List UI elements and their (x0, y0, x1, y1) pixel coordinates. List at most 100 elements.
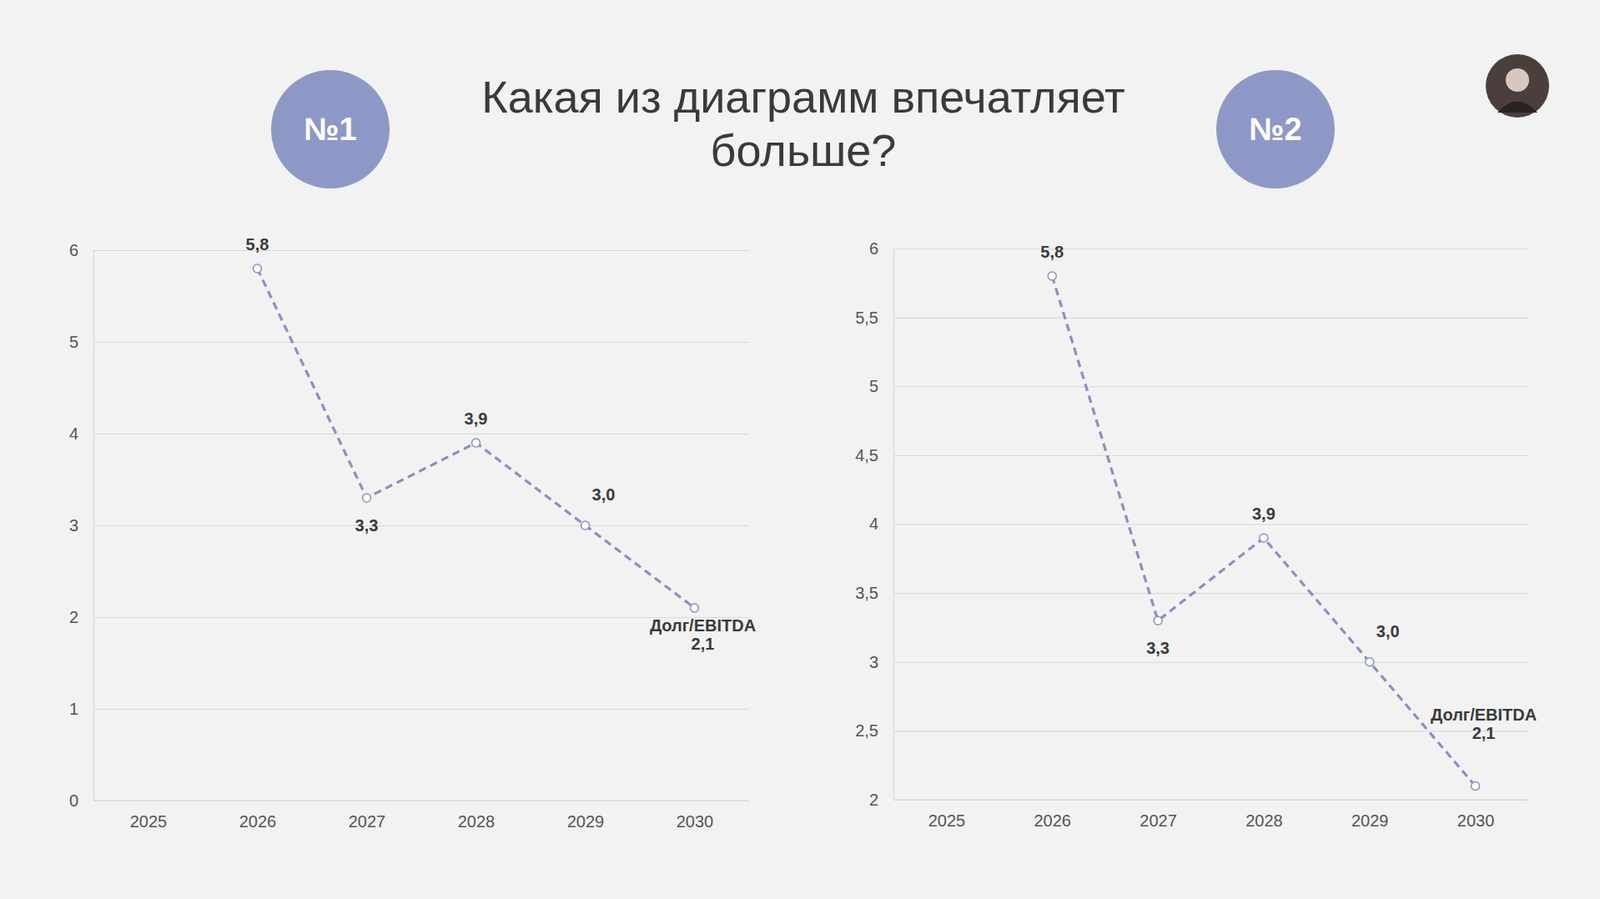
avatar-face (1505, 68, 1530, 92)
tick-label: 2 (69, 608, 79, 627)
tick-label: 2026 (239, 812, 277, 831)
grid-line (893, 317, 1529, 319)
tick-label: 2026 (1034, 811, 1072, 831)
tick: 2029 (1351, 800, 1389, 831)
tick-label: 3 (69, 516, 79, 535)
tick-label: 1 (69, 699, 79, 719)
data-label: 2,1 (691, 634, 715, 654)
tick: 2030 (676, 800, 715, 831)
title-badge (1216, 70, 1335, 189)
tick: 2030 (1457, 800, 1495, 831)
tick: 4 (69, 424, 750, 443)
tick-label: 2,5 (855, 721, 879, 740)
tick: 4,5 (855, 446, 1529, 465)
plot-area (1047, 271, 1480, 790)
data-label: 3,9 (1252, 504, 1276, 524)
tick: 2,5 (855, 721, 1529, 740)
avatar-body (1497, 101, 1538, 114)
y-axis: 2 2,5 3 3,5 4 4,5 5 5,5 6 (855, 239, 1529, 810)
marker (1365, 658, 1374, 667)
grid-line (893, 386, 1529, 388)
title-line: Какая из диаграмм впечатляет (481, 71, 1126, 122)
chart: №101234562025202620272028202920305,83,33… (69, 70, 756, 831)
series-line (257, 268, 695, 609)
chart: №222,533,544,555,56202520262027202820292… (855, 70, 1537, 831)
x-axis: 2025 2026 2027 2028 2029 2030 (93, 800, 750, 831)
tick-label: 2027 (348, 812, 387, 831)
tick: 3 (869, 653, 1529, 672)
tick: 2028 (457, 800, 496, 831)
tick-label: 4,5 (855, 446, 879, 465)
tick: 2025 (928, 800, 967, 831)
tick-label: 2028 (457, 812, 496, 831)
chart-title: №1 (303, 111, 358, 147)
grid-line (93, 800, 750, 802)
marker (1471, 781, 1480, 790)
grid-line (893, 662, 1529, 664)
tick: 2027 (348, 800, 387, 831)
tick-label: 2025 (130, 812, 168, 831)
data-label: 3,0 (1376, 622, 1400, 641)
tick-label: 3,5 (855, 583, 879, 603)
series-name: Долг/EBITDA (649, 616, 756, 635)
tick-label: 3 (869, 653, 879, 672)
data-label: 3,9 (464, 409, 489, 428)
tick: 1 (69, 699, 750, 719)
grid-line (893, 455, 1529, 457)
data-label: 5,8 (1040, 242, 1064, 262)
tick: 2028 (1245, 800, 1284, 831)
tick: 2029 (567, 800, 605, 831)
data-label: 3,3 (1146, 638, 1170, 658)
axis-line (93, 800, 750, 801)
tick-label: 5 (69, 332, 79, 352)
series-name: Долг/EBITDA (1430, 705, 1537, 725)
tick: 5 (869, 377, 1529, 396)
marker (362, 493, 372, 503)
title-line: больше? (710, 125, 897, 176)
x-axis: 2025 2026 2027 2028 2029 2030 (893, 800, 1529, 831)
avatar (1485, 54, 1550, 118)
marker (472, 438, 481, 448)
tick-label: 0 (69, 791, 79, 811)
data-label: 3,0 (592, 485, 616, 504)
tick-label: 2027 (1139, 811, 1178, 831)
tick-label: 4 (869, 514, 879, 534)
plot-area (253, 264, 700, 613)
marker (1259, 533, 1268, 543)
marker (690, 603, 700, 613)
tick-label: 2030 (676, 812, 715, 831)
series-line (1051, 276, 1475, 786)
tick: 6 (69, 241, 750, 260)
tick-label: 5 (869, 377, 879, 396)
tick-label: 2 (869, 790, 879, 810)
tick-label: 4 (69, 424, 79, 443)
tick-label: 5,5 (855, 308, 879, 328)
avatar-circle (1485, 54, 1550, 118)
chart-title: №2 (1248, 111, 1303, 147)
tick: 2 (69, 608, 750, 627)
tick-label: 2029 (567, 812, 605, 831)
marker (1047, 271, 1057, 281)
grid-line (893, 730, 1529, 732)
data-label: 5,8 (246, 235, 270, 254)
grid-line (93, 250, 750, 252)
tick-label: 2025 (928, 811, 967, 831)
tick-label: 6 (69, 241, 79, 260)
labels: 5,83,33,93,0Долг/EBITDA2,1 (246, 235, 757, 654)
tick-label: 2030 (1457, 811, 1495, 831)
labels: 5,83,33,93,0Долг/EBITDA2,1 (1040, 242, 1537, 743)
tick: 2 (869, 790, 1529, 810)
marker (1153, 616, 1163, 625)
grid-line (93, 709, 750, 710)
tick-label: 2028 (1245, 811, 1284, 831)
marker (581, 521, 590, 530)
marker (253, 264, 262, 273)
tick-label: 2029 (1351, 811, 1389, 831)
title-badge (271, 70, 390, 189)
grid-line (893, 593, 1529, 594)
tick: 5 (69, 332, 750, 352)
tick: 6 (869, 239, 1529, 258)
grid-line (93, 525, 750, 527)
axis-line (893, 799, 1529, 800)
y-axis: 0 1 2 3 4 5 6 (69, 241, 750, 811)
